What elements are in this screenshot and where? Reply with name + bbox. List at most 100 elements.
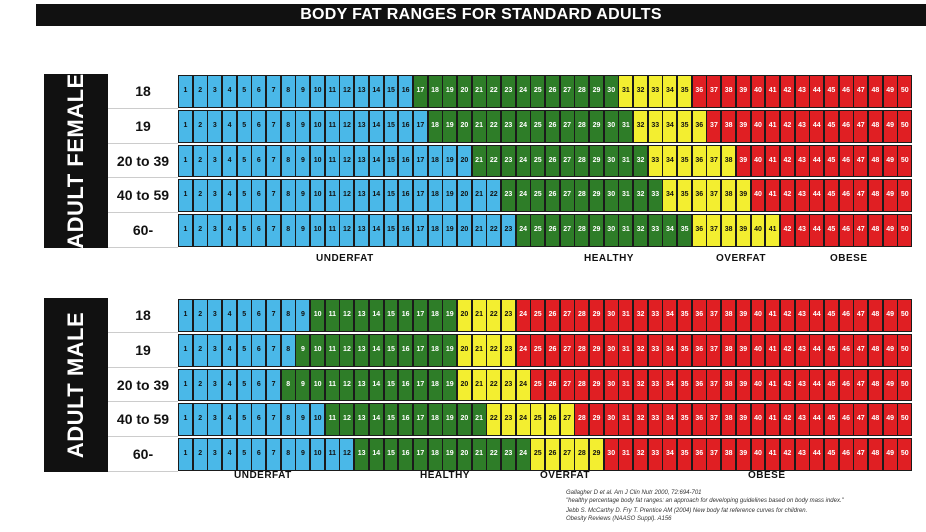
grid-cell: 45 [823, 438, 839, 471]
grid-cell: 30 [603, 403, 619, 437]
grid-cell: 49 [882, 403, 898, 437]
grid-cell: 2 [192, 109, 208, 143]
grid-cell: 39 [735, 179, 751, 213]
grid-cell: 32 [633, 438, 649, 471]
grid-cell: 39 [735, 333, 751, 367]
grid-cell: 6 [251, 109, 267, 143]
grid-cell: 13 [354, 403, 370, 437]
grid-cell: 21 [471, 368, 487, 402]
grid-cell: 13 [354, 368, 370, 402]
grid-cell: 30 [603, 368, 619, 402]
grid-cell: 31 [618, 75, 634, 108]
grid-cell: 2 [192, 179, 208, 213]
grid-cell: 9 [295, 75, 311, 108]
grid-cell: 29 [589, 368, 604, 402]
grid-cell: 2 [192, 333, 208, 367]
grid-cell: 42 [779, 333, 795, 367]
grid-cell: 48 [867, 109, 883, 143]
grid-cell: 46 [838, 299, 854, 332]
grid-cell: 36 [691, 144, 707, 178]
grid-cell: 11 [324, 109, 340, 143]
grid-cell: 8 [280, 214, 296, 247]
grid-cell: 10 [310, 299, 326, 332]
grid-cell: 38 [721, 144, 737, 178]
grid-cell: 35 [677, 179, 693, 213]
grid-cell: 46 [838, 214, 854, 247]
grid-cell: 46 [838, 368, 854, 402]
grid-cell: 5 [236, 214, 252, 247]
grid-cell: 49 [882, 214, 898, 247]
grid-cell: 13 [354, 144, 370, 178]
grid-cell: 39 [735, 299, 751, 332]
grid-cell: 9 [295, 438, 311, 471]
grid-cell: 23 [500, 109, 516, 143]
grid-cell: 4 [222, 75, 237, 108]
grid-cell: 18 [427, 299, 443, 332]
page-title: BODY FAT RANGES FOR STANDARD ADULTS [36, 4, 926, 26]
grid-cell: 20 [456, 75, 472, 108]
grid-cell: 27 [559, 214, 575, 247]
grid-cell: 49 [882, 144, 898, 178]
grid-cell: 10 [310, 75, 326, 108]
grid-cell: 22 [486, 214, 502, 247]
grid-cell: 5 [236, 368, 252, 402]
grid-cell: 37 [706, 333, 722, 367]
grid-cell: 48 [867, 214, 883, 247]
grid-cell: 34 [662, 333, 678, 367]
grid-cell: 34 [662, 109, 678, 143]
grid-cell: 6 [251, 75, 267, 108]
grid-cell: 27 [559, 403, 575, 437]
grid-cell: 3 [207, 299, 223, 332]
grid-cell: 48 [867, 438, 883, 471]
grid-cell: 28 [574, 179, 590, 213]
grid-cell: 17 [412, 368, 428, 402]
grid-cell: 30 [603, 333, 619, 367]
grid-cell: 32 [633, 333, 649, 367]
grid-cell: 44 [809, 75, 825, 108]
grid-cell: 7 [266, 403, 282, 437]
grid-cell: 39 [735, 214, 751, 247]
grid-cell: 8 [280, 368, 296, 402]
grid-cell: 30 [603, 299, 619, 332]
grid-cell: 20 [456, 109, 472, 143]
grid-cell: 3 [207, 368, 223, 402]
grid-cell: 4 [222, 299, 237, 332]
grid-cell: 44 [809, 438, 825, 471]
grid-cell: 1 [178, 438, 193, 471]
grid-cell: 10 [310, 333, 326, 367]
grid-cell: 12 [339, 144, 355, 178]
grid-cell: 32 [633, 109, 649, 143]
grid-cell: 32 [633, 403, 649, 437]
grid-cell: 38 [721, 333, 737, 367]
grid-cell: 3 [207, 109, 223, 143]
grid-cell: 37 [706, 109, 722, 143]
grid-cell: 12 [339, 368, 355, 402]
category-label-overfat: OVERFAT [716, 253, 766, 264]
grid-cell: 9 [295, 333, 311, 367]
grid-cell: 27 [559, 333, 575, 367]
grid-cell: 36 [691, 179, 707, 213]
grid-cell: 16 [398, 179, 414, 213]
grid-cell: 32 [633, 368, 649, 402]
grid-cell: 1 [178, 214, 193, 247]
grid-cell: 36 [691, 109, 707, 143]
grid-cell: 37 [706, 403, 722, 437]
grid-cell: 28 [574, 75, 590, 108]
grid-cell: 37 [706, 214, 722, 247]
grid-cell: 18 [427, 438, 443, 471]
grid-cell: 21 [471, 179, 487, 213]
grid-cell: 22 [486, 403, 502, 437]
grid-cell: 9 [295, 144, 311, 178]
grid-cell: 43 [794, 299, 810, 332]
reference-line: Obesity Reviews (NAASO Suppl). A156 [566, 516, 672, 522]
grid-cell: 37 [706, 179, 722, 213]
grid-cell: 19 [442, 214, 458, 247]
grid-cell: 6 [251, 214, 267, 247]
grid-cell: 32 [633, 75, 649, 108]
grid-cell: 32 [633, 144, 649, 178]
grid-cell: 46 [838, 333, 854, 367]
grid-cell: 17 [412, 179, 428, 213]
grid-cell: 20 [456, 438, 472, 471]
grid-cell: 14 [368, 144, 384, 178]
grid-cell: 21 [471, 403, 487, 437]
